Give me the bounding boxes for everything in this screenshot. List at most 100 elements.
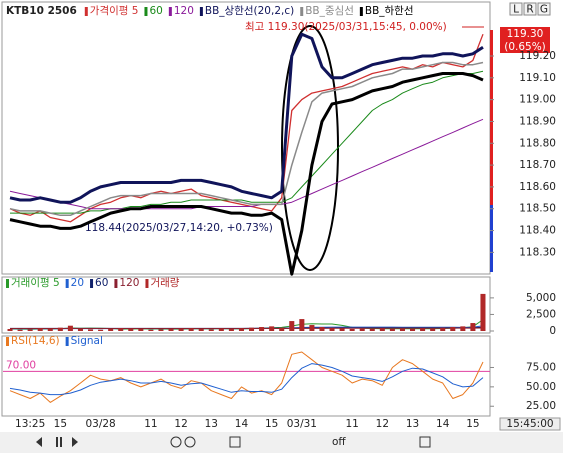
x-tick-label: 14 — [436, 418, 450, 430]
x-tick-label: 12 — [174, 418, 187, 430]
volume-bar — [108, 329, 114, 331]
volume-bar — [118, 328, 124, 331]
btn-box[interactable] — [229, 436, 241, 448]
btn-pause[interactable] — [56, 437, 58, 447]
volume-bar — [470, 323, 476, 331]
volume-bar — [88, 329, 94, 331]
y-tick-label: 118.50 — [519, 203, 556, 215]
legend-label: 120 — [174, 5, 194, 17]
legend-swatch — [90, 279, 94, 288]
volume-bar — [138, 329, 144, 331]
volume-bar — [148, 329, 154, 331]
volume-bar — [249, 327, 255, 331]
volume-bar — [67, 325, 73, 331]
legend-label: BB_하한선 — [365, 4, 414, 17]
volume-bar — [27, 329, 33, 331]
series-line — [9, 33, 484, 223]
chart-title: KTB10 2506 — [6, 5, 77, 17]
y-tick-label: 25.00 — [526, 400, 556, 412]
x-tick-label: 15 — [265, 418, 278, 430]
legend-swatch — [65, 279, 69, 288]
volume-bar — [47, 328, 53, 331]
legend-label: 60 — [95, 277, 108, 289]
legend-swatch — [144, 7, 148, 16]
corner-button-label: L — [513, 4, 519, 16]
volume-bar — [37, 328, 43, 331]
legend-swatch — [114, 279, 118, 288]
legend-label: BB_중심선 — [305, 5, 354, 17]
btn-zoom-in[interactable] — [184, 436, 196, 448]
volume-bar — [77, 329, 83, 331]
legend-label: 120 — [119, 277, 139, 289]
cursor-label: 15:45:00 — [506, 418, 553, 430]
btn-play[interactable] — [72, 437, 78, 447]
corner-button-label: R — [526, 4, 533, 16]
volume-bar — [198, 329, 204, 331]
btn-off[interactable]: off — [332, 436, 346, 448]
low-annotation: 118.44(2025/03/27,14:20, +0.73%) — [85, 222, 273, 234]
series-line — [9, 118, 484, 210]
legend-swatch — [199, 7, 203, 16]
volume-bar — [379, 328, 385, 331]
volume-bar — [208, 329, 214, 331]
legend-swatch — [145, 279, 149, 288]
x-tick-label: 14 — [235, 418, 249, 430]
corner-button[interactable] — [509, 2, 523, 16]
level-label: 70.00 — [6, 359, 36, 371]
y-tick-label: 118.90 — [519, 115, 556, 127]
y-tick-label: 2,500 — [526, 308, 556, 320]
legend-swatch — [6, 337, 9, 346]
series-line — [9, 351, 484, 403]
legend-swatch — [359, 7, 363, 16]
volume-bar — [158, 329, 164, 331]
y-tick-label: 75.00 — [526, 361, 556, 373]
price-tag-change: (0.65%) — [504, 41, 546, 53]
y-tick-label: 118.70 — [519, 159, 556, 171]
x-tick-label: 15 — [54, 418, 67, 430]
volume-bar — [430, 328, 436, 331]
y-tick-label: 118.60 — [519, 181, 556, 193]
legend-label: BB_상한선(20,2,c) — [205, 5, 294, 17]
corner-button[interactable] — [537, 2, 551, 16]
y-tick-label: 119.00 — [519, 94, 556, 106]
y-tick-label: 119.10 — [519, 72, 556, 84]
btn-settings[interactable] — [419, 436, 431, 448]
legend-label: 20 — [71, 277, 84, 289]
legend-label: Signal — [71, 335, 103, 347]
btn-zoom-out[interactable] — [170, 436, 182, 448]
up-bar — [490, 30, 493, 205]
volume-bar — [128, 328, 134, 331]
btn-pause-2[interactable] — [60, 437, 62, 447]
volume-bar — [399, 328, 405, 331]
legend-swatch — [84, 7, 88, 16]
corner-button-label: G — [540, 4, 548, 16]
btn-prev[interactable] — [36, 437, 42, 447]
volume-bar — [369, 329, 375, 331]
volume-bar — [228, 329, 234, 331]
series-line — [9, 32, 484, 204]
price-tag-value: 119.30 — [507, 28, 544, 40]
series-line — [9, 61, 484, 217]
series-line — [10, 327, 484, 329]
volume-bar — [98, 329, 104, 331]
y-tick-label: 118.30 — [519, 246, 556, 258]
volume-bar — [289, 321, 295, 331]
x-tick-label: 13 — [406, 418, 419, 430]
volume-bar — [188, 328, 194, 331]
legend-label: RSI(14,6) — [11, 335, 60, 347]
corner-button[interactable] — [523, 2, 537, 16]
x-tick-label: 15 — [466, 418, 479, 430]
y-tick-label: 0 — [549, 325, 556, 337]
legend-label: 가격이평 5 — [90, 4, 139, 17]
y-tick-label: 118.80 — [519, 137, 556, 149]
x-tick-label: 11 — [144, 418, 157, 430]
x-tick-label: 13 — [205, 418, 218, 430]
volume-bar — [7, 329, 13, 331]
volume-bar — [168, 329, 174, 331]
volume-bar — [218, 328, 224, 331]
price-tag — [500, 27, 550, 53]
series-line — [9, 363, 484, 396]
volume-bar — [339, 328, 345, 331]
legend-label: 거래이평 5 — [11, 277, 60, 289]
